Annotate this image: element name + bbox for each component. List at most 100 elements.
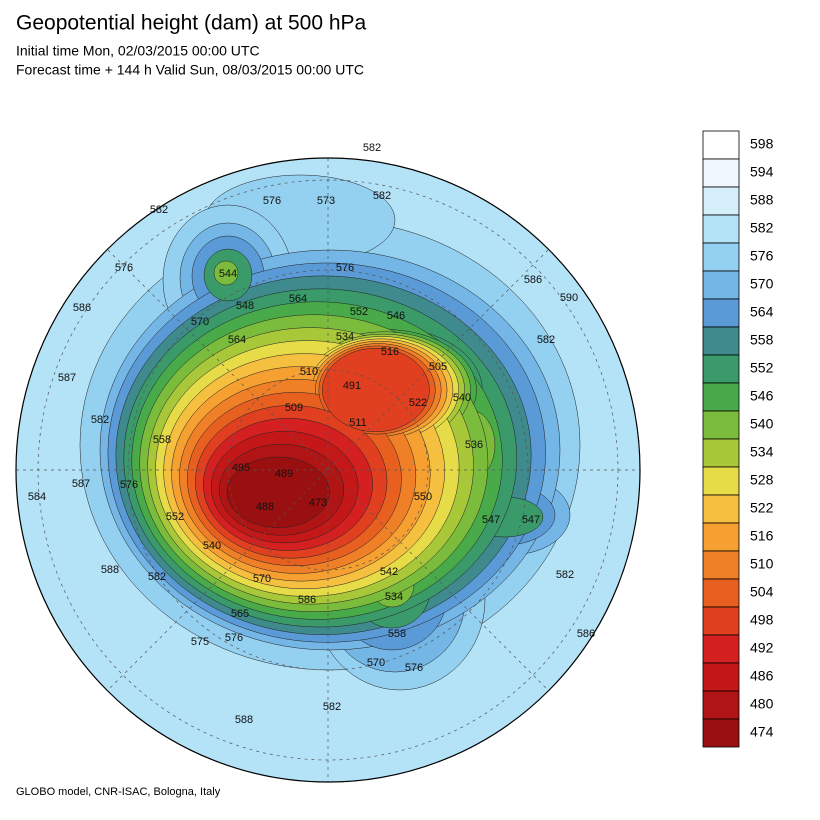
contour-label: 558 — [153, 434, 171, 446]
colorbar-label: 570 — [750, 276, 774, 292]
colorbar-box — [702, 522, 740, 552]
contour-label: 576 — [225, 632, 243, 644]
contour-labels: 582 576 573 582 582 544 576 548 564 576 552 546 586 5… — [28, 142, 595, 726]
contour-label: 586 — [524, 274, 542, 286]
contour-label: 509 — [285, 402, 303, 414]
height-band — [213, 260, 239, 286]
contour-label: 565 — [231, 608, 249, 620]
contour-label: 547 — [482, 514, 500, 526]
contour-label: 576 — [336, 262, 354, 274]
contour-label: 570 — [367, 657, 385, 669]
contour-label: 552 — [350, 306, 368, 318]
contour-label: 564 — [289, 293, 307, 305]
height-band — [322, 347, 430, 433]
contour-label: 588 — [235, 714, 253, 726]
colorbar-label: 598 — [750, 136, 774, 152]
contour-label: 511 — [349, 417, 367, 429]
contour-label: 586 — [298, 594, 316, 606]
contour-label: 582 — [556, 569, 574, 581]
colorbar-box — [702, 690, 740, 720]
colorbar-box — [702, 186, 740, 216]
colorbar-label: 504 — [750, 584, 774, 600]
contour-label: 540 — [203, 540, 221, 552]
contour-label: 582 — [537, 334, 555, 346]
contour-label: 586 — [577, 628, 595, 640]
colorbar-label: 486 — [750, 668, 774, 684]
contour-label: 582 — [91, 414, 109, 426]
colorbar-label: 474 — [750, 724, 774, 740]
footer: GLOBO model, CNR-ISAC, Bologna, Italy — [16, 786, 221, 798]
contour-label: 547 — [522, 514, 540, 526]
contour-label: 582 — [148, 571, 166, 583]
colorbar-label: 534 — [750, 444, 774, 460]
contour-label: 491 — [343, 380, 361, 392]
colorbar-label: 510 — [750, 556, 774, 572]
colorbar-label: 594 — [750, 164, 774, 180]
colorbar-label: 564 — [750, 304, 774, 320]
contour-label: 552 — [166, 511, 184, 523]
colorbar-label: 546 — [750, 388, 774, 404]
contour-label: 588 — [101, 564, 119, 576]
colorbar-label: 492 — [750, 640, 774, 656]
colorbar: 598 594 588 582 576 570 564 558 552 546 540 534 528 5… — [702, 130, 774, 748]
colorbar-box — [702, 634, 740, 664]
map-border — [15, 157, 641, 783]
colorbar-label: 540 — [750, 416, 774, 432]
colorbar-box — [702, 214, 740, 244]
colorbar-box — [702, 438, 740, 468]
contour-label: 582 — [150, 204, 168, 216]
colorbar-box — [702, 718, 740, 748]
contour-label: 573 — [317, 195, 335, 207]
height-band — [226, 456, 330, 528]
colorbar-label: 498 — [750, 612, 774, 628]
contour-label: 489 — [275, 468, 293, 480]
colorbar-label: 516 — [750, 528, 774, 544]
contour-label: 540 — [453, 392, 471, 404]
contour-label: 550 — [414, 491, 432, 503]
contour-label: 582 — [373, 190, 391, 202]
contour-label: 548 — [236, 300, 254, 312]
contour-label: 522 — [409, 397, 427, 409]
contour-label: 505 — [429, 361, 447, 373]
colorbar-label: 528 — [750, 472, 774, 488]
colorbar-box — [702, 578, 740, 608]
colorbar-label: 480 — [750, 696, 774, 712]
colorbar-label: 576 — [750, 248, 774, 264]
graticule — [16, 158, 640, 782]
contour-label: 570 — [253, 573, 271, 585]
contour-label: 544 — [219, 268, 237, 280]
initial-time: Initial time Mon, 02/03/2015 00:00 UTC — [16, 43, 260, 59]
height-field — [16, 158, 640, 782]
contour-label: 587 — [58, 372, 76, 384]
colorbar-box — [702, 410, 740, 440]
colorbar-label: 582 — [750, 220, 774, 236]
contour-label: 534 — [385, 591, 403, 603]
colorbar-box — [702, 606, 740, 636]
contour-label: 582 — [323, 701, 341, 713]
contour-label: 536 — [465, 439, 483, 451]
contour-label: 495 — [232, 462, 250, 474]
contour-label: 587 — [72, 478, 90, 490]
colorbar-box — [702, 494, 740, 524]
colorbar-box — [702, 466, 740, 496]
colorbar-box — [702, 298, 740, 328]
contour-label: 582 — [363, 142, 381, 154]
contour-label: 576 — [405, 662, 423, 674]
contour-label: 558 — [388, 628, 406, 640]
contour-label: 590 — [560, 292, 578, 304]
colorbar-label: 552 — [750, 360, 774, 376]
colorbar-label: 522 — [750, 500, 774, 516]
contour-label: 575 — [191, 636, 209, 648]
contour-label: 564 — [228, 334, 246, 346]
contour-label: 534 — [336, 331, 354, 343]
contour-label: 510 — [300, 366, 318, 378]
colorbar-box — [702, 662, 740, 692]
colorbar-box — [702, 242, 740, 272]
contour-label: 542 — [380, 566, 398, 578]
colorbar-box — [702, 326, 740, 356]
colorbar-box — [702, 354, 740, 384]
colorbar-box — [702, 130, 740, 160]
colorbar-box — [702, 270, 740, 300]
contour-label: 473 — [309, 497, 327, 509]
